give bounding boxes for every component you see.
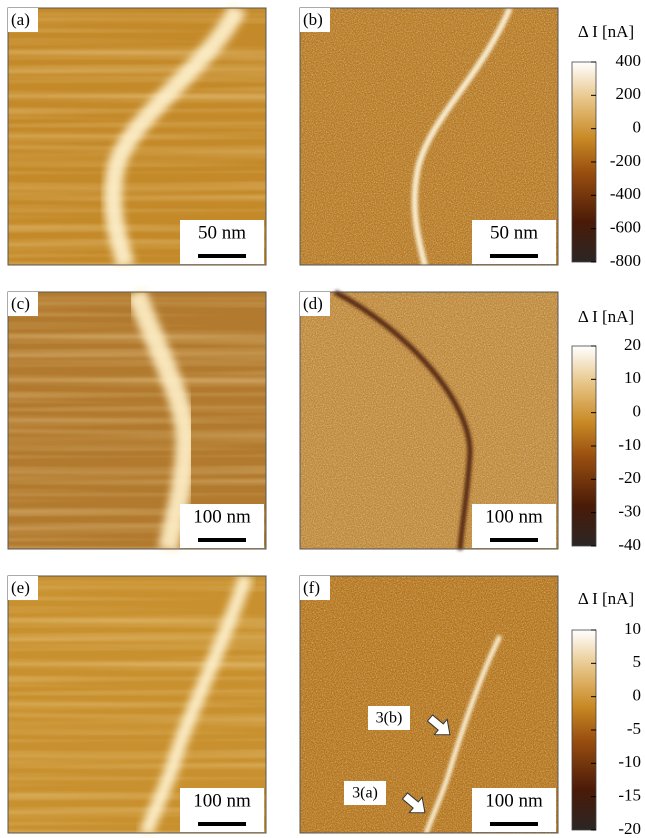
colorbar-tick-label: -400: [610, 184, 641, 203]
colorbar-tick-label: 200: [616, 84, 642, 103]
colorbar-tick-label: -5: [627, 719, 641, 738]
colorbar-title: Δ I [nA]: [578, 307, 634, 326]
image-panel: (f) 100 nm: [300, 576, 558, 834]
image-panel: (d) 100 nm: [300, 292, 558, 550]
colorbar-tick-label: 0: [633, 686, 642, 705]
colorbar-tick-label: -15: [618, 786, 641, 805]
colorbar-tick-label: 10: [624, 619, 641, 638]
scale-bar-label: 50 nm: [490, 222, 538, 243]
panel-label: (c): [11, 294, 30, 313]
panel-label: (f): [303, 578, 320, 597]
image-panel: (b) 50 nm: [300, 8, 558, 266]
colorbar-tick-label: -20: [618, 468, 641, 487]
scale-bar-label: 100 nm: [485, 506, 543, 527]
colorbar-tick-label: -40: [618, 535, 641, 554]
colorbar-title: Δ I [nA]: [578, 22, 634, 41]
colorbar-title: Δ I [nA]: [578, 589, 634, 608]
colorbar-tick-label: 400: [616, 51, 642, 70]
scale-bar-label: 100 nm: [485, 790, 543, 811]
colorbar-tick-label: -10: [618, 435, 641, 454]
scale-bar-label: 50 nm: [198, 222, 246, 243]
panel-label: (d): [303, 294, 323, 313]
annotation-label: 3(a): [352, 785, 378, 802]
panel-label: (e): [11, 578, 30, 597]
figure: (a)50 nm(b)50 nm(c)100 nm(d)100 nm(e)100…: [0, 0, 645, 838]
colorbar-tick-label: -600: [610, 218, 641, 237]
image-panel: (a) 50 nm: [8, 8, 266, 266]
colorbar-tick-label: -800: [610, 251, 641, 270]
scale-bar-label: 100 nm: [193, 506, 251, 527]
colorbar-tick-label: -30: [618, 502, 641, 521]
panel-label: (a): [11, 10, 30, 29]
colorbar-tick-label: 5: [633, 652, 642, 671]
panels: (a) 50 nm (b) 50 nm (c) 100 nm (d) 100 nm (e) 100…: [8, 8, 558, 834]
annotation-label: 3(b): [376, 710, 403, 727]
panel-label: (b): [303, 10, 323, 29]
image-panel: (c) 100 nm: [8, 292, 266, 550]
colorbar-tick-label: 0: [633, 402, 642, 421]
colorbar-tick-label: -20: [618, 819, 641, 838]
colorbar-tick-label: 20: [624, 335, 641, 354]
scale-bar-label: 100 nm: [193, 790, 251, 811]
colorbar-tick-label: 10: [624, 368, 641, 387]
image-panel: (e) 100 nm: [8, 576, 266, 834]
colorbar-tick-label: -200: [610, 151, 641, 170]
colorbar-tick-label: 0: [633, 118, 642, 137]
colorbar-tick-label: -10: [618, 752, 641, 771]
